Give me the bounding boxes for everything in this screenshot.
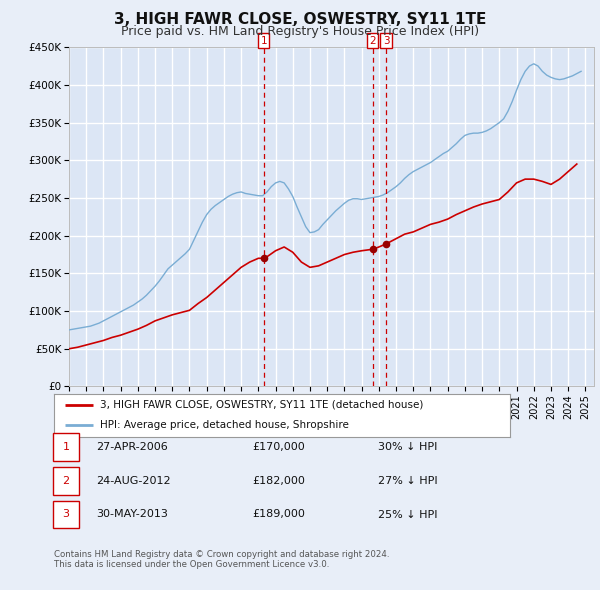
Text: £170,000: £170,000 <box>252 442 305 452</box>
Text: 30-MAY-2013: 30-MAY-2013 <box>96 510 168 519</box>
Text: 27% ↓ HPI: 27% ↓ HPI <box>378 476 437 486</box>
Text: 2: 2 <box>370 35 376 45</box>
Text: This data is licensed under the Open Government Licence v3.0.: This data is licensed under the Open Gov… <box>54 560 329 569</box>
Text: 30% ↓ HPI: 30% ↓ HPI <box>378 442 437 452</box>
Text: 3, HIGH FAWR CLOSE, OSWESTRY, SY11 1TE (detached house): 3, HIGH FAWR CLOSE, OSWESTRY, SY11 1TE (… <box>100 400 423 409</box>
Text: HPI: Average price, detached house, Shropshire: HPI: Average price, detached house, Shro… <box>100 421 349 430</box>
Text: 1: 1 <box>62 442 70 452</box>
Text: 3: 3 <box>62 510 70 519</box>
Text: Price paid vs. HM Land Registry's House Price Index (HPI): Price paid vs. HM Land Registry's House … <box>121 25 479 38</box>
Text: 25% ↓ HPI: 25% ↓ HPI <box>378 510 437 519</box>
Text: 3: 3 <box>383 35 389 45</box>
Text: 27-APR-2006: 27-APR-2006 <box>96 442 168 452</box>
Text: £189,000: £189,000 <box>252 510 305 519</box>
Text: £182,000: £182,000 <box>252 476 305 486</box>
Text: 2: 2 <box>62 476 70 486</box>
Text: 3, HIGH FAWR CLOSE, OSWESTRY, SY11 1TE: 3, HIGH FAWR CLOSE, OSWESTRY, SY11 1TE <box>114 12 486 27</box>
Text: Contains HM Land Registry data © Crown copyright and database right 2024.: Contains HM Land Registry data © Crown c… <box>54 550 389 559</box>
Text: 1: 1 <box>260 35 267 45</box>
Text: 24-AUG-2012: 24-AUG-2012 <box>96 476 170 486</box>
